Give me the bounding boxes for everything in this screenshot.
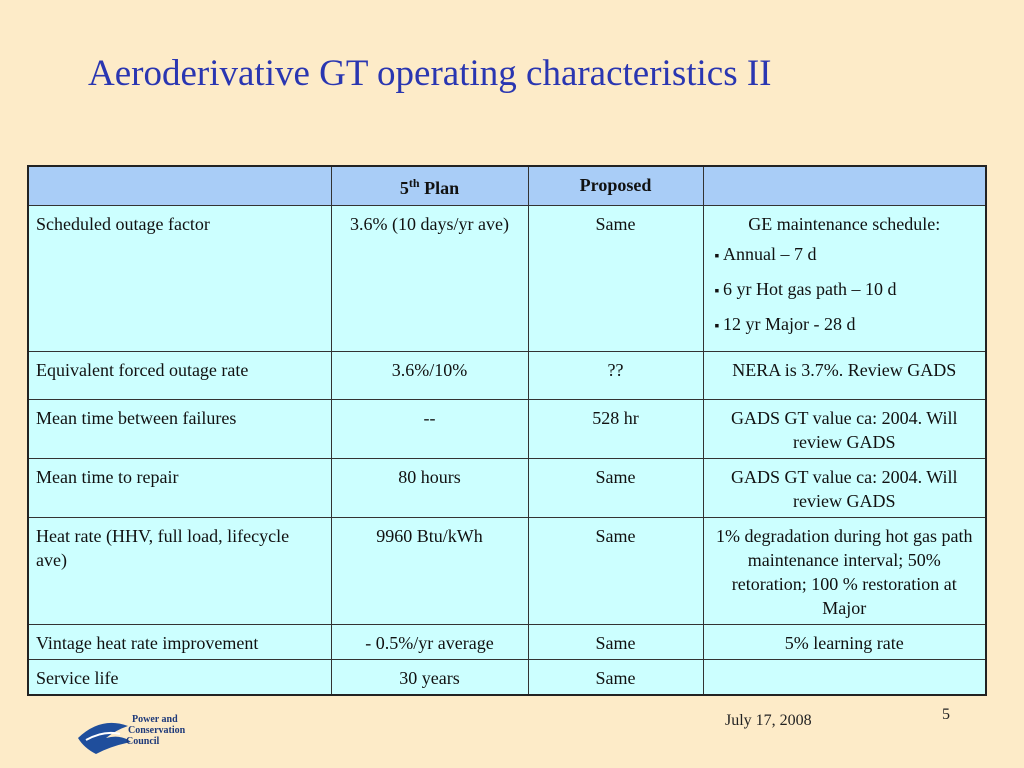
footer-date: July 17, 2008	[725, 712, 812, 729]
header-cell: Proposed	[527, 165, 704, 206]
table-cell: Service life	[27, 659, 332, 696]
data-table: 5th Plan Proposed Scheduled outage factor 3…	[27, 165, 987, 696]
table-cell: Vintage heat rate improvement	[27, 624, 332, 660]
table-cell: 30 years	[330, 659, 529, 696]
table-cell: 5% learning rate	[702, 624, 987, 660]
table-cell: ??	[527, 351, 704, 400]
header-text: Plan	[424, 177, 460, 198]
bullet-item: Annual – 7 d	[715, 242, 979, 269]
header-text: 5	[399, 177, 409, 198]
logo-mark	[78, 722, 131, 754]
table-row: Service life 30 years Same	[27, 659, 987, 696]
table-cell: Same	[527, 458, 704, 518]
table-row: Heat rate (HHV, full load, lifecycle ave…	[27, 517, 987, 625]
header-row: 5th Plan Proposed	[27, 165, 987, 206]
table-row: Scheduled outage factor 3.6% (10 days/yr …	[27, 205, 987, 352]
table-cell: --	[330, 399, 529, 459]
table-cell: 80 hours	[330, 458, 529, 518]
table-cell: Scheduled outage factor	[27, 205, 332, 352]
table-cell: Mean time to repair	[27, 458, 332, 518]
table-cell: GE maintenance schedule: Annual – 7 d 6 yr…	[702, 205, 987, 352]
table-cell: Same	[527, 659, 704, 696]
header-superscript: th	[408, 175, 420, 190]
header-cell: 5th Plan	[330, 165, 529, 206]
table-row: Vintage heat rate improvement - 0.5%/yr a…	[27, 624, 987, 660]
logo-text: Power and	[132, 714, 178, 725]
table-cell: 9960 Btu/kWh	[330, 517, 529, 625]
table-row: Equivalent forced outage rate 3.6%/10%?? N…	[27, 351, 987, 400]
table-cell: 528 hr	[527, 399, 704, 459]
table-cell: 3.6%/10%	[330, 351, 529, 400]
logo-wave	[85, 731, 121, 741]
table-cell: GADS GT value ca: 2004. Will review GADS	[702, 399, 987, 459]
table-cell: Same	[527, 624, 704, 660]
bullet-item: 12 yr Major - 28 d	[715, 312, 979, 339]
cell-text: GE maintenance schedule:	[748, 214, 941, 234]
page-number: 5	[942, 706, 950, 723]
logo-text: Conservation	[128, 725, 186, 736]
table-cell: Same	[527, 205, 704, 352]
table-row: Mean time to repair 80 hours Same GADS GT v…	[27, 458, 987, 518]
table-cell: Heat rate (HHV, full load, lifecycle ave…	[27, 517, 332, 625]
table-cell: NERA is 3.7%. Review GADS	[702, 351, 987, 400]
logo: Power and Conservation Council	[78, 714, 186, 754]
table-cell: Equivalent forced outage rate	[27, 351, 332, 400]
table-cell: Mean time between failures	[27, 399, 332, 459]
table-row: Mean time between failures -- 528 hr GADS G…	[27, 399, 987, 459]
table-cell	[702, 659, 987, 696]
table-cell: 1% degradation during hot gas path maint…	[702, 517, 987, 625]
header-cell	[702, 165, 987, 206]
table-cell: Same	[527, 517, 704, 625]
bullet-list: Annual – 7 d 6 yr Hot gas path – 10 d 12 y…	[711, 242, 979, 339]
table-cell: GADS GT value ca: 2004. Will review GADS	[702, 458, 987, 518]
table-cell: 3.6% (10 days/yr ave)	[330, 205, 529, 352]
bullet-item: 6 yr Hot gas path – 10 d	[715, 277, 979, 304]
logo-text: Council	[126, 736, 160, 747]
slide-title: Aeroderivative GT operating characterist…	[88, 53, 772, 94]
table-cell: - 0.5%/yr average	[330, 624, 529, 660]
header-cell	[27, 165, 332, 206]
